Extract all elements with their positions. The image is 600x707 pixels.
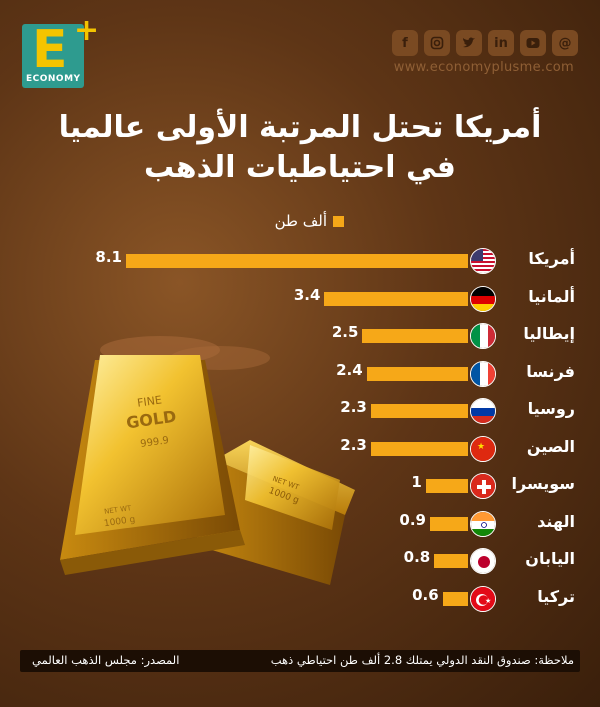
footer-source: المصدر: مجلس الذهب العالمي: [32, 653, 180, 667]
gold-text-purity: 999.9: [140, 435, 170, 450]
bar-2: [362, 329, 468, 343]
bar-row: 8.1 أمريكا: [0, 243, 600, 281]
country-label: أمريكا: [528, 249, 575, 268]
gold-text-netwt: NET WT: [104, 504, 133, 516]
country-label: سويسرا: [511, 474, 576, 493]
threads-icon[interactable]: @: [552, 30, 578, 56]
value-label: 0.8: [403, 548, 431, 566]
bar-row: 2.3 ★ الصين: [0, 431, 600, 469]
bar-9: [442, 591, 468, 606]
twitter-icon[interactable]: [456, 30, 482, 56]
value-label: 0.6: [412, 585, 439, 604]
logo-word: ECONOMY: [26, 74, 81, 84]
bar-7: [430, 516, 468, 531]
social-icons: f in @: [392, 30, 578, 56]
us-flag-icon: [470, 248, 496, 274]
germany-flag-icon: [470, 285, 496, 312]
country-label: تركيا: [537, 586, 575, 606]
bar-3: [366, 366, 468, 381]
bar-5: [370, 441, 468, 456]
bar-6: [425, 479, 468, 493]
bar-1: [324, 291, 468, 306]
bar-row: 2.3 روسيا: [0, 393, 600, 431]
japan-flag-icon: [470, 548, 496, 574]
bar-row: 0.9 الهند: [0, 506, 600, 544]
switzerland-flag-icon: [470, 473, 496, 499]
linkedin-icon[interactable]: in: [488, 30, 514, 56]
chart-title: أمريكا تحتل المرتبة الأولى عالميا في احت…: [0, 108, 600, 188]
instagram-icon[interactable]: [424, 30, 450, 56]
bar-row: 2.4 فرنسا: [0, 356, 600, 394]
country-label: فرنسا: [526, 361, 575, 381]
value-label: 2.3: [340, 435, 367, 454]
legend-swatch: [333, 215, 344, 227]
gold-bars-illustration: FINE GOLD 999.9 NET WT 1000 g NET WT 100…: [60, 336, 355, 585]
bar-row: 3.4 ألمانيا: [0, 281, 600, 319]
bar-row: 2.5 إيطاليا: [0, 318, 600, 356]
website-url[interactable]: www.economyplusme.com: [393, 60, 574, 75]
turkey-flag-icon: ★: [470, 585, 496, 612]
country-label: روسيا: [527, 399, 575, 418]
footer-note: ملاحظة: صندوق النقد الدولي يمتلك 2.8 ألف…: [270, 653, 574, 667]
facebook-icon[interactable]: f: [392, 30, 418, 56]
france-flag-icon: [470, 360, 496, 387]
svg-text:★: ★: [485, 597, 491, 605]
bar-row: 1 سويسرا: [0, 468, 600, 506]
russia-flag-icon: [470, 398, 496, 424]
value-label: 0.9: [399, 510, 426, 529]
value-label: 2.4: [336, 360, 363, 379]
bar-8: [434, 554, 468, 568]
bar-row: 0.6 ★ تركيا: [0, 581, 600, 619]
italy-flag-icon: [470, 323, 496, 349]
economy-plus-logo: E + ECONOMY: [22, 16, 99, 88]
country-label: الصين: [526, 436, 575, 456]
bar-chart: 8.1 أمريكا 3.4 ألمانيا 2.5 إيطاليا 2.4 فرنسا 2.3…: [0, 243, 600, 618]
legend-label: ألف طن: [274, 212, 327, 230]
title-line-2: في احتياطيات الذهب: [144, 150, 456, 185]
logo-plus: +: [74, 13, 100, 48]
gold-text-fine: FINE: [136, 393, 162, 409]
gold-text-weight: 1000 g: [103, 515, 136, 529]
country-label: الهند: [537, 511, 575, 531]
country-label: ألمانيا: [528, 286, 575, 306]
india-flag-icon: [470, 510, 496, 537]
title-line-1: أمريكا تحتل المرتبة الأولى عالميا: [58, 110, 542, 145]
youtube-icon[interactable]: [520, 30, 546, 56]
china-flag-icon: ★: [470, 435, 496, 462]
value-label: 2.3: [340, 398, 367, 416]
value-label: 3.4: [293, 285, 321, 304]
bar-4: [370, 404, 468, 418]
value-label: 2.5: [331, 323, 359, 341]
value-label: 8.1: [95, 248, 122, 266]
svg-text:★: ★: [477, 442, 485, 452]
country-label: اليابان: [525, 549, 575, 568]
logo-letter: E: [32, 20, 68, 80]
value-label: 1: [411, 473, 422, 491]
footer-bar: [20, 650, 580, 672]
chart-legend: ألف طن: [275, 212, 344, 230]
country-label: إيطاليا: [523, 324, 575, 343]
bar-0: [126, 254, 468, 268]
bar-row: 0.8 اليابان: [0, 543, 600, 581]
